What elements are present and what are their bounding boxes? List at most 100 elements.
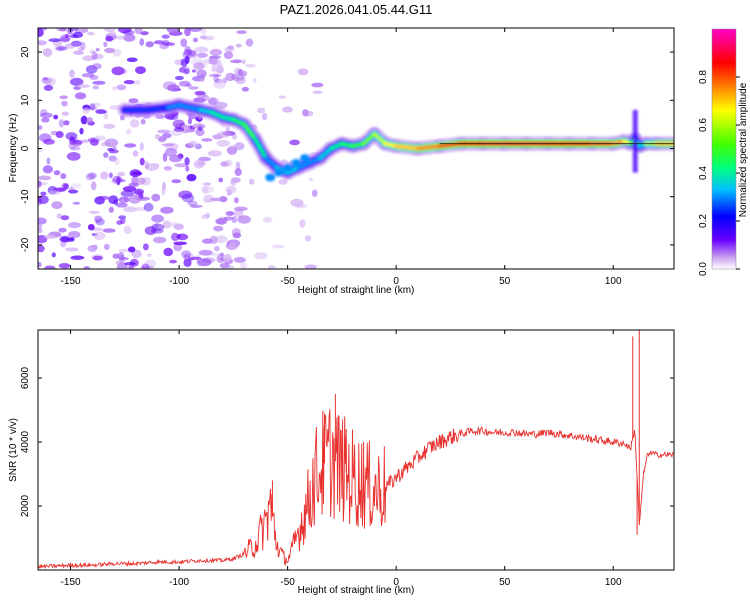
snr-ticks: -150 -100 -50 0 50 100 2000 4000 6000 xyxy=(20,330,674,588)
noise-blob xyxy=(187,49,197,57)
noise-blob xyxy=(120,190,135,197)
noise-blob xyxy=(42,165,54,174)
noise-blob xyxy=(154,134,161,140)
noise-blob xyxy=(38,222,43,230)
noise-blob xyxy=(53,170,61,176)
noise-blob xyxy=(38,228,43,233)
noise-blob xyxy=(102,123,115,128)
noise-blob xyxy=(146,253,152,258)
spectrogram-ylabel: Frequency (Hz) xyxy=(8,114,19,183)
noise-blob xyxy=(56,28,62,32)
noise-blob xyxy=(114,35,128,40)
noise-blob xyxy=(124,143,137,148)
noise-blob xyxy=(38,195,49,204)
noise-blob xyxy=(191,69,197,73)
colorbar-gradient xyxy=(712,29,736,269)
noise-blob xyxy=(245,63,256,68)
noise-blob xyxy=(55,131,64,138)
noise-blob xyxy=(184,157,190,166)
noise-blob xyxy=(134,80,141,85)
noise-blob xyxy=(90,181,97,191)
noise-blob xyxy=(241,86,249,92)
noise-blob xyxy=(60,173,67,180)
noise-blob xyxy=(69,69,75,78)
noise-blob xyxy=(118,196,130,203)
noise-blob xyxy=(108,149,119,154)
noise-blob xyxy=(60,215,70,221)
spectrogram-xlabel: Height of straight line (km) xyxy=(298,285,415,296)
noise-blob xyxy=(190,204,203,208)
noise-blob xyxy=(312,90,323,95)
noise-blob xyxy=(207,150,222,157)
noise-blob xyxy=(89,103,96,110)
noise-blob xyxy=(72,201,81,205)
noise-blob xyxy=(154,221,159,229)
noise-blob xyxy=(162,153,168,162)
noise-blob xyxy=(68,231,81,239)
noise-blob xyxy=(210,197,225,202)
noise-blob xyxy=(173,243,183,252)
colorbar-frame xyxy=(711,28,737,270)
noise-blob xyxy=(151,228,164,234)
noise-blob xyxy=(59,95,68,100)
noise-blob xyxy=(71,183,82,189)
noise-blob xyxy=(115,202,128,208)
noise-blob xyxy=(160,206,174,214)
noise-blob xyxy=(66,237,75,242)
noise-blob xyxy=(92,85,100,90)
noise-blob xyxy=(77,84,90,88)
noise-blob xyxy=(143,202,154,212)
noise-blob xyxy=(197,126,203,132)
noise-blob xyxy=(132,150,139,157)
noise-blob xyxy=(78,46,84,52)
noise-blob xyxy=(44,265,56,269)
noise-blob xyxy=(117,28,132,34)
noise-blob xyxy=(116,176,121,186)
noise-blob xyxy=(124,262,136,266)
noise-blob xyxy=(56,213,62,219)
noise-blob xyxy=(116,84,127,91)
snr-ytick-label: 4000 xyxy=(20,430,31,453)
ridge-blob xyxy=(265,173,276,182)
noise-blob xyxy=(173,223,184,230)
noise-blob xyxy=(44,234,56,240)
noise-blob xyxy=(38,262,42,268)
colorbar-tick-label: 0.8 xyxy=(698,70,709,84)
noise-blob xyxy=(38,175,52,181)
ridge-core xyxy=(361,132,377,146)
noise-blob xyxy=(89,138,99,146)
noise-blob xyxy=(96,195,110,200)
noise-blob xyxy=(173,241,188,246)
noise-blob xyxy=(91,51,98,61)
ridge-core xyxy=(415,144,442,151)
noise-blob xyxy=(195,128,205,137)
noise-blob xyxy=(278,179,288,185)
ridge-core xyxy=(253,136,268,161)
ridge-core xyxy=(372,132,388,146)
noise-blob xyxy=(87,224,95,231)
noise-blob xyxy=(100,141,111,147)
noise-blob xyxy=(80,115,88,125)
snr-marks xyxy=(38,330,674,569)
noise-blob xyxy=(180,124,191,134)
noise-blob xyxy=(112,86,117,91)
snr-ytick-label: 2000 xyxy=(20,494,31,517)
noise-blob xyxy=(180,38,188,47)
spectrogram-ytick-label: -10 xyxy=(20,189,31,204)
noise-blob xyxy=(48,190,61,196)
noise-blob xyxy=(174,163,189,168)
noise-blob xyxy=(122,186,137,192)
noise-blob xyxy=(203,199,214,203)
noise-blob xyxy=(89,49,96,54)
noise-blob xyxy=(213,73,219,83)
noise-blob xyxy=(129,169,142,178)
spectrogram-xtick-label: -50 xyxy=(280,276,295,287)
noise-blob xyxy=(261,112,268,121)
noise-blob xyxy=(297,68,309,76)
noise-blob xyxy=(94,135,106,141)
noise-blob xyxy=(38,217,47,225)
snr-plot-area xyxy=(38,330,674,570)
noise-blob xyxy=(137,177,146,185)
